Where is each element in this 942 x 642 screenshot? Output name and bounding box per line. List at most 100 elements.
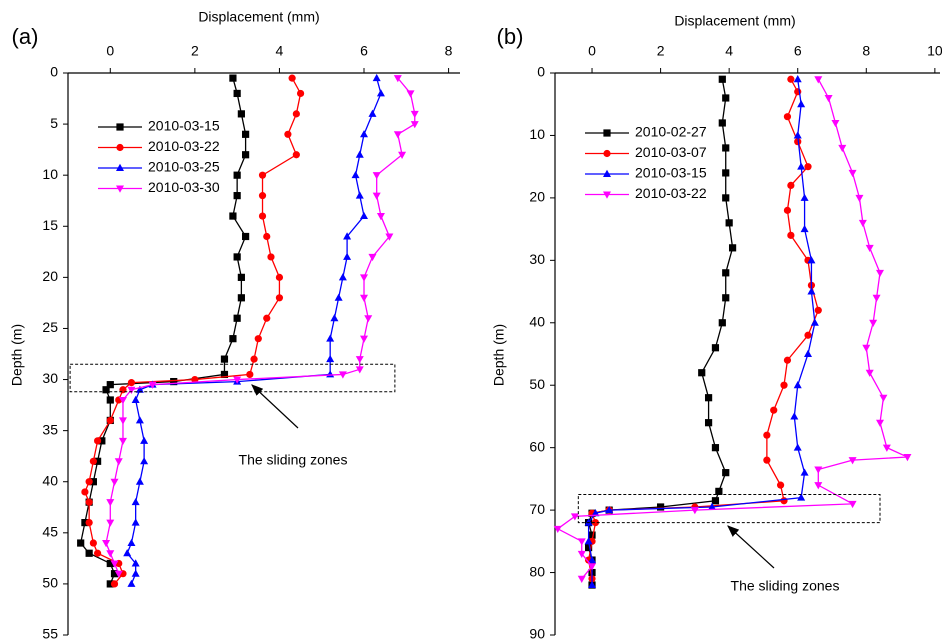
data-point (858, 219, 867, 228)
data-point (722, 294, 730, 302)
data-point (237, 273, 245, 281)
data-point (326, 370, 335, 378)
x-axis-label: Displacement (mm) (674, 13, 795, 29)
data-point (246, 370, 254, 379)
data-point (804, 163, 812, 171)
data-point (360, 335, 369, 343)
sliding-zone-box (69, 363, 396, 393)
data-point (233, 253, 241, 261)
data-point (715, 487, 723, 495)
legend-label: 2010-03-25 (148, 159, 220, 175)
data-point (360, 294, 369, 302)
data-point (793, 131, 802, 139)
data-point (372, 172, 381, 180)
data-point (368, 109, 377, 117)
data-point (326, 354, 335, 363)
panel-label: (a) (12, 24, 39, 49)
data-point (110, 560, 119, 568)
data-point (570, 513, 579, 521)
data-point (170, 377, 178, 386)
data-point (106, 499, 115, 507)
x-tick-label: 2 (657, 43, 665, 59)
data-point (763, 456, 771, 464)
data-point (865, 369, 874, 377)
data-point (263, 232, 271, 241)
data-point (81, 488, 89, 496)
data-point (722, 469, 730, 477)
data-point (94, 437, 102, 445)
legend-marker (116, 163, 124, 171)
data-point (800, 224, 809, 233)
data-point (106, 559, 114, 568)
data-point (588, 563, 597, 571)
y-tick-label: 50 (42, 575, 58, 591)
data-point (288, 74, 296, 82)
data-point (797, 162, 806, 170)
x-tick-label: 0 (588, 43, 596, 59)
y-tick-label: 40 (42, 472, 58, 488)
data-point (81, 519, 89, 527)
data-point (106, 580, 114, 588)
y-tick-label: 25 (42, 319, 58, 335)
data-point (343, 232, 352, 240)
data-point (131, 518, 140, 526)
data-point (814, 306, 822, 314)
data-point (229, 212, 237, 220)
data-point (343, 252, 352, 260)
data-point (85, 498, 93, 506)
data-point (89, 539, 97, 547)
y-tick-label: 70 (529, 501, 545, 517)
data-point (233, 171, 241, 179)
data-point (711, 444, 720, 452)
data-point (410, 110, 419, 119)
data-point (135, 416, 144, 424)
data-point (127, 538, 136, 547)
data-point (148, 381, 157, 389)
data-point (810, 318, 819, 326)
y-tick-label: 10 (529, 126, 545, 142)
data-point (284, 130, 292, 138)
y-tick-label: 60 (529, 438, 545, 454)
data-point (360, 130, 369, 138)
data-point (763, 431, 771, 439)
data-point (807, 287, 816, 295)
data-point (718, 119, 726, 127)
annotation: The sliding zones (239, 452, 348, 468)
data-point (258, 212, 267, 220)
data-point (360, 211, 369, 220)
data-point (588, 580, 597, 589)
data-point (106, 381, 114, 389)
data-point (848, 169, 857, 178)
data-point (242, 130, 250, 138)
data-point (793, 75, 802, 83)
data-point (770, 406, 778, 414)
data-point (242, 151, 250, 159)
series-line (556, 78, 908, 580)
data-point (780, 381, 788, 389)
data-point (591, 509, 600, 517)
data-point (814, 76, 823, 84)
annotation-arrow (251, 384, 299, 429)
x-tick-label: 6 (360, 43, 368, 59)
legend-marker (603, 149, 611, 158)
data-point (355, 191, 364, 199)
legend-label: 2010-02-27 (635, 124, 707, 140)
data-point (814, 482, 823, 490)
data-point (588, 555, 597, 564)
data-point (114, 458, 123, 466)
data-point (110, 580, 119, 588)
data-point (77, 539, 85, 547)
legend-label: 2010-03-22 (635, 185, 707, 201)
y-axis-label: Depth (m) (491, 324, 507, 386)
data-point (831, 119, 840, 128)
data-point (393, 131, 402, 139)
data-point (229, 335, 237, 343)
data-point (296, 89, 305, 98)
data-point (85, 519, 93, 527)
data-point (800, 193, 809, 201)
data-point (364, 315, 373, 323)
data-point (233, 376, 242, 384)
data-point (102, 540, 111, 548)
y-tick-label: 15 (42, 217, 58, 233)
